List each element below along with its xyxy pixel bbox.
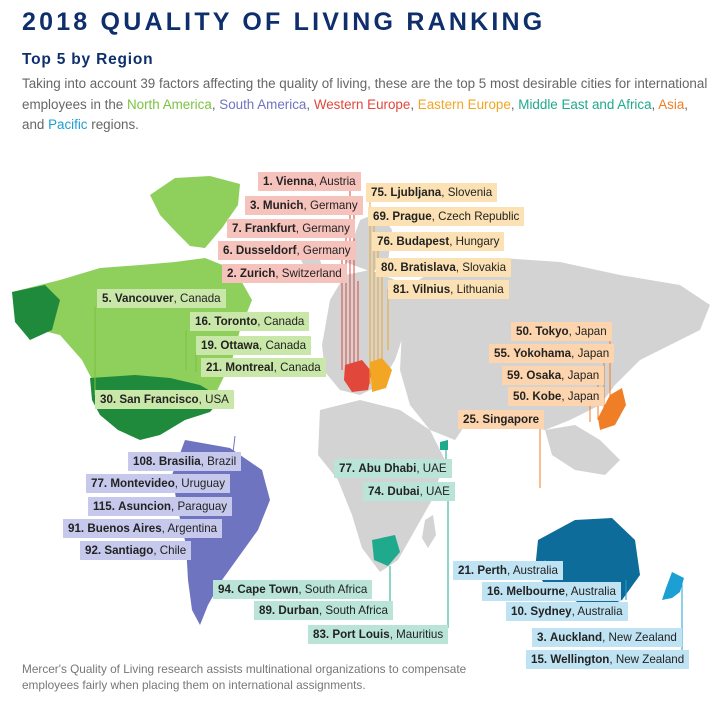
region-western-europe: Western Europe <box>313 96 411 112</box>
label-bratislava: 80. Bratislava, Slovakia <box>376 258 512 277</box>
region-south-america: South America <box>219 96 307 112</box>
greenland-shape <box>150 176 240 248</box>
label-vilnius: 81. Vilnius, Lithuania <box>388 280 509 299</box>
label-kobe: 50. Kobe, Japan <box>508 387 605 406</box>
eastern-europe-shape <box>370 358 392 392</box>
alaska-shape <box>12 285 60 340</box>
label-perth: 21. Perth, Australia <box>453 561 563 580</box>
label-montreal: 21. Montreal, Canada <box>201 358 326 377</box>
label-brasilia: 108. Brasilia, Brazil <box>128 452 242 471</box>
label-frankfurt: 7. Frankfurt, Germany <box>227 219 355 238</box>
scandinavia-land <box>345 212 392 272</box>
region-north-america: North America <box>126 96 212 112</box>
region-middle-east-africa: Middle East and Africa <box>518 96 652 112</box>
label-toronto: 16. Toronto, Canada <box>190 312 310 331</box>
label-asuncion: 115. Asuncion, Paraguay <box>88 497 233 516</box>
label-san-francisco: 30. San Francisco, USA <box>95 390 234 409</box>
label-auckland: 3. Auckland, New Zealand <box>532 628 682 647</box>
world-map <box>12 176 710 660</box>
footer-note: Mercer's Quality of Living research assi… <box>22 662 467 692</box>
region-pacific: Pacific <box>48 117 88 132</box>
intro-paragraph: Taking into account 39 factors affecting… <box>22 76 708 132</box>
label-prague: 69. Prague, Czech Republic <box>368 207 525 226</box>
label-melbourne: 16. Melbourne, Australia <box>482 582 621 601</box>
label-santiago: 92. Santiago, Chile <box>80 541 192 560</box>
label-munich: 3. Munich, Germany <box>245 196 363 215</box>
label-wellington: 15. Wellington, New Zealand <box>526 650 690 669</box>
label-budapest: 76. Budapest, Hungary <box>372 232 505 251</box>
label-zurich: 2. Zurich, Switzerland <box>222 264 347 283</box>
label-buenos-aires: 91. Buenos Aires, Argentina <box>63 519 223 538</box>
region-eastern-europe: Eastern Europe <box>417 96 511 112</box>
label-port-louis: 83. Port Louis, Mauritius <box>308 625 449 644</box>
page-title: 2018 QUALITY OF LIVING RANKING <box>22 8 546 36</box>
region-asia: Asia <box>658 96 685 112</box>
uae-shape <box>440 440 448 450</box>
new-zealand-shape <box>662 572 684 600</box>
label-yokohama: 55. Yokohama, Japan <box>489 344 615 363</box>
label-vienna: 1. Vienna, Austria <box>258 172 361 191</box>
label-vancouver: 5. Vancouver, Canada <box>97 289 226 308</box>
madagascar-land <box>422 515 436 548</box>
label-tokyo: 50. Tokyo, Japan <box>511 322 612 341</box>
label-abu-dhabi: 77. Abu Dhabi, UAE <box>334 459 452 478</box>
label-montevideo: 77. Montevideo, Uruguay <box>86 474 231 493</box>
intro-lead: Taking into account 39 factors affecting… <box>22 76 708 112</box>
southeast-asia-land <box>545 425 620 475</box>
page-subtitle: Top 5 by Region <box>22 51 154 68</box>
japan-shape <box>598 388 626 430</box>
label-singapore: 25. Singapore <box>458 410 545 429</box>
label-dubai: 74. Dubai, UAE <box>363 482 455 501</box>
label-cape-town: 94. Cape Town, South Africa <box>213 580 373 599</box>
label-dusseldorf: 6. Dusseldorf, Germany <box>218 241 356 260</box>
south-africa-shape <box>372 535 400 566</box>
label-ottawa: 19. Ottawa, Canada <box>196 336 312 355</box>
label-sydney: 10. Sydney, Australia <box>506 602 628 621</box>
label-ljubljana: 75. Ljubljana, Slovenia <box>366 183 498 202</box>
label-osaka: 59. Osaka, Japan <box>502 366 605 385</box>
label-durban: 89. Durban, South Africa <box>254 601 393 620</box>
